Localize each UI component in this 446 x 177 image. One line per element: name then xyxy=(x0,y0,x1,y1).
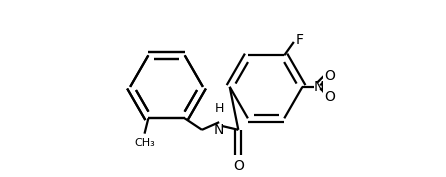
Text: O: O xyxy=(233,159,244,173)
Text: N: N xyxy=(214,123,224,137)
Text: O: O xyxy=(324,69,334,83)
Text: CH₃: CH₃ xyxy=(134,138,155,149)
Text: O: O xyxy=(324,90,334,104)
Text: N: N xyxy=(314,80,324,94)
Text: H: H xyxy=(215,102,224,115)
Text: F: F xyxy=(296,33,304,47)
